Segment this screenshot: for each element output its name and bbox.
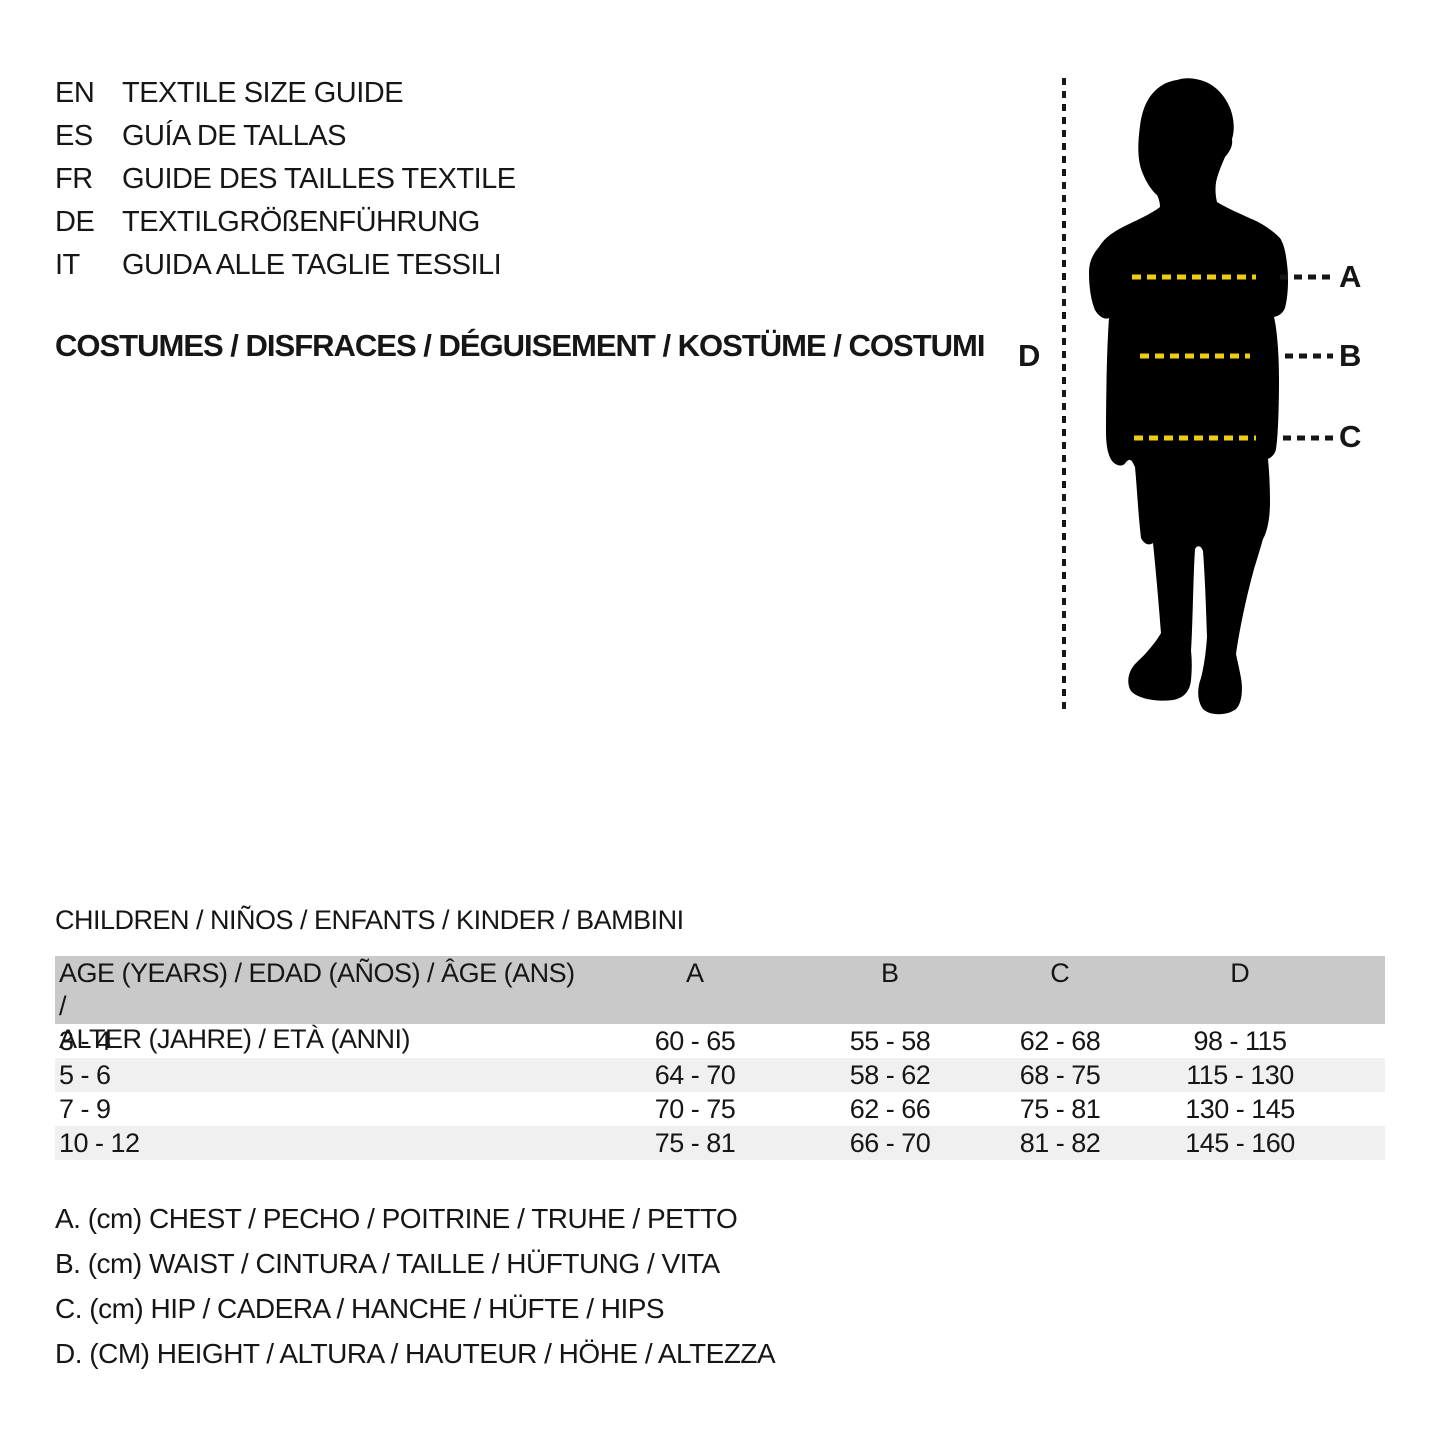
- chest-cell: 75 - 81: [654, 1127, 736, 1158]
- hip-cell: 81 - 82: [1019, 1127, 1101, 1158]
- measure-label-c: C: [1339, 419, 1361, 454]
- hip-cell: 75 - 81: [1019, 1093, 1101, 1124]
- age-header-line2: ALTER (JAHRE) / ETÀ (ANNI): [59, 1024, 411, 1054]
- category-heading: COSTUMES / DISFRACES / DÉGUISEMENT / KOS…: [55, 328, 985, 363]
- lang-row-it: IT GUIDA ALLE TAGLIE TESSILI: [55, 244, 516, 287]
- table-header-row: AGE (YEARS) / EDAD (AÑOS) / ÂGE (ANS) / …: [55, 956, 1385, 1054]
- hip-cell: 68 - 75: [1019, 1059, 1101, 1090]
- lang-label: GUÍA DE TALLAS: [122, 120, 347, 152]
- legend-chest: A. (cm) CHEST / PECHO / POITRINE / TRUHE…: [55, 1202, 738, 1234]
- hip-cell: 62 - 68: [1019, 1025, 1101, 1056]
- chest-cell: 64 - 70: [654, 1059, 736, 1090]
- lang-code: IT: [55, 249, 80, 281]
- table-row: 5 - 6 64 - 70 58 - 62 68 - 75 115 - 130: [55, 1058, 1385, 1092]
- lang-row-fr: FR GUIDE DES TAILLES TEXTILE: [55, 158, 516, 201]
- column-header-b: B: [880, 958, 899, 988]
- age-header-line1: AGE (YEARS) / EDAD (AÑOS) / ÂGE (ANS) /: [59, 958, 575, 1021]
- lang-row-en: EN TEXTILE SIZE GUIDE: [55, 72, 516, 115]
- lang-code: DE: [55, 206, 95, 238]
- waist-cell: 62 - 66: [849, 1093, 931, 1124]
- legend-hip: C. (cm) HIP / CADERA / HANCHE / HÜFTE / …: [55, 1292, 665, 1324]
- column-header-d: D: [1230, 958, 1250, 988]
- lang-code: EN: [55, 77, 95, 109]
- measure-legend: A. (cm) CHEST / PECHO / POITRINE / TRUHE…: [55, 1196, 776, 1376]
- measure-label-d: D: [1018, 338, 1040, 373]
- measure-label-b: B: [1339, 338, 1361, 373]
- measure-label-a: A: [1339, 259, 1361, 294]
- table-row: 10 - 12 75 - 81 66 - 70 81 - 82 145 - 16…: [55, 1126, 1385, 1160]
- lang-label: TEXTILGRÖßENFÜHRUNG: [122, 206, 480, 238]
- table-title: CHILDREN / NIÑOS / ENFANTS / KINDER / BA…: [55, 905, 684, 935]
- age-cell: 5 - 6: [59, 1059, 111, 1090]
- child-silhouette-figure: [1089, 78, 1333, 715]
- chest-cell: 60 - 65: [654, 1025, 736, 1056]
- language-list: EN TEXTILE SIZE GUIDE ES GUÍA DE TALLAS …: [55, 72, 516, 287]
- waist-cell: 66 - 70: [849, 1127, 931, 1158]
- age-cell: 3 - 4: [59, 1025, 111, 1056]
- legend-waist: B. (cm) WAIST / CINTURA / TAILLE / HÜFTU…: [55, 1247, 720, 1279]
- lang-row-es: ES GUÍA DE TALLAS: [55, 115, 516, 158]
- legend-height: D. (CM) HEIGHT / ALTURA / HAUTEUR / HÖHE…: [55, 1337, 776, 1369]
- age-header-cell: AGE (YEARS) / EDAD (AÑOS) / ÂGE (ANS) / …: [55, 956, 580, 1056]
- lang-row-de: DE TEXTILGRÖßENFÜHRUNG: [55, 201, 516, 244]
- age-cell: 7 - 9: [59, 1093, 111, 1124]
- age-cell: 10 - 12: [59, 1127, 140, 1158]
- height-cell: 130 - 145: [1185, 1093, 1295, 1124]
- lang-code: FR: [55, 163, 93, 195]
- child-silhouette: [1089, 78, 1289, 715]
- lang-label: GUIDA ALLE TAGLIE TESSILI: [122, 249, 502, 281]
- height-cell: 98 - 115: [1193, 1025, 1287, 1056]
- size-table: AGE (YEARS) / EDAD (AÑOS) / ÂGE (ANS) / …: [55, 956, 1385, 1160]
- lang-label: TEXTILE SIZE GUIDE: [122, 77, 404, 109]
- waist-cell: 58 - 62: [849, 1059, 931, 1090]
- height-cell: 145 - 160: [1185, 1127, 1295, 1158]
- lang-code: ES: [55, 120, 93, 152]
- lang-label: GUIDE DES TAILLES TEXTILE: [122, 163, 516, 195]
- column-header-a: A: [685, 958, 704, 988]
- height-dotted-line: [1062, 78, 1066, 715]
- chest-cell: 70 - 75: [654, 1093, 736, 1124]
- column-header-c: C: [1050, 958, 1070, 988]
- table-row: 3 - 4 60 - 65 55 - 58 62 - 68 98 - 115: [55, 1024, 1385, 1058]
- table-row: 7 - 9 70 - 75 62 - 66 75 - 81 130 - 145: [55, 1092, 1385, 1126]
- waist-cell: 55 - 58: [849, 1025, 931, 1056]
- height-cell: 115 - 130: [1186, 1059, 1294, 1090]
